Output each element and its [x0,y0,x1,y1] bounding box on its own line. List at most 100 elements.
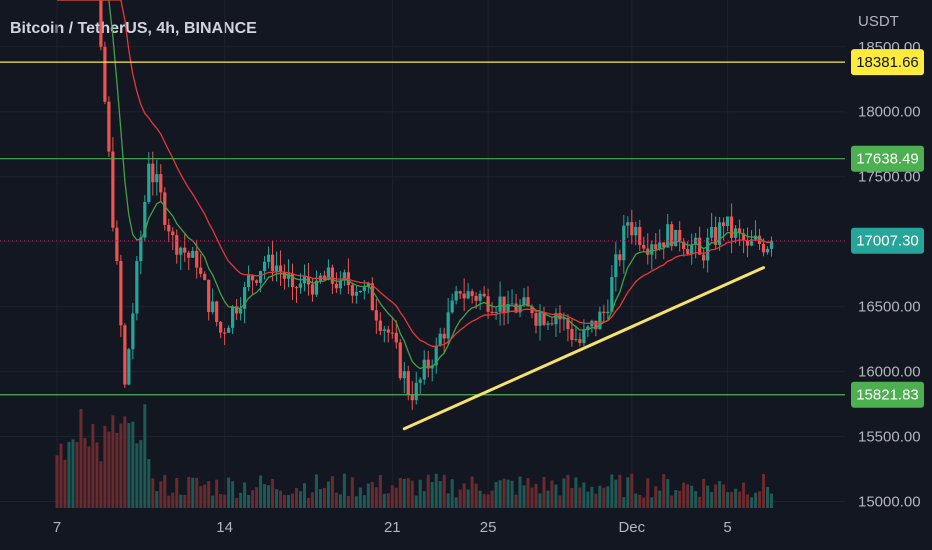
candle-body [642,244,646,249]
volume-bar [223,494,227,508]
x-tick-label: 25 [480,519,497,536]
candle-body [422,359,426,380]
volume-bar [394,487,398,508]
candle-body [179,247,183,255]
candle-body [159,174,163,193]
candle-body [726,216,730,227]
candle-body [538,312,542,326]
volume-bar [454,497,458,508]
candle-body [658,242,662,250]
candle-body [526,297,530,307]
x-tick-label: 14 [216,519,233,536]
x-tick-label: 7 [53,519,61,536]
volume-bar [227,477,231,508]
volume-bar [135,443,139,508]
volume-bar [602,487,606,508]
volume-bar [742,482,746,508]
volume-bar [115,432,119,508]
candle-body [135,261,139,314]
candle-body [223,332,227,334]
candle-body [562,318,566,320]
volume-bar [682,482,686,508]
candle-body [570,329,574,341]
candle-body [462,293,466,299]
volume-bar [538,493,542,508]
volume-bar [754,492,758,508]
volume-bar [734,488,738,508]
candle-body [183,247,187,253]
candle-body [139,237,143,262]
volume-bar [306,497,310,508]
volume-bar [310,492,314,508]
volume-bar [75,441,79,508]
candle-body [290,273,295,288]
candle-body [235,306,239,314]
y-tick-label: 16000.00 [858,364,921,381]
candle-body [354,292,358,296]
volume-bar [494,481,498,508]
candle-body [250,275,255,281]
candle-body [115,227,119,261]
volume-bar [674,490,678,508]
candle-body [454,291,458,301]
candle-body [554,313,558,325]
volume-bar [330,476,334,508]
candle-body [678,229,682,242]
axis-currency-label: USDT [858,13,899,30]
volume-bar [131,421,135,508]
volume-bar [422,491,426,508]
volume-bar [63,459,67,508]
volume-bar [694,491,698,508]
candle-body [171,231,175,236]
volume-bar [179,494,183,508]
volume-bar [658,490,662,508]
volume-bar [594,493,598,508]
candle-body [219,321,223,333]
candle-body [254,280,259,283]
candle-body [203,273,207,280]
candle-body [749,239,754,246]
candle-body [266,254,271,262]
volume-bar [770,493,774,508]
candle-body [638,226,642,245]
candle-body [286,273,291,279]
candle-body [326,267,331,280]
candle-body [358,290,362,293]
volume-bar [410,480,414,508]
volume-bar [638,494,642,508]
volume-bar [430,482,434,508]
volume-bar [203,484,207,508]
candle-body [330,267,335,284]
candle-body [729,216,734,238]
volume-bar [434,473,438,508]
candle-body [761,244,766,253]
candle-body [243,287,247,309]
candle-body [518,304,522,313]
candle-body [350,285,354,296]
candle-body [231,306,235,328]
volume-bar [326,481,330,508]
volume-bar [762,473,766,508]
volume-bar [362,495,366,508]
volume-bar [442,474,446,508]
volume-bar [558,495,562,508]
volume-bar [570,487,574,508]
volume-bar [151,478,155,508]
volume-bar [466,489,470,508]
volume-bar [542,477,546,508]
volume-bar [87,446,91,508]
candle-body [666,224,670,248]
volume-bar [686,484,690,508]
volume-bar [255,487,259,508]
volume-bar [71,439,75,508]
candle-body [282,272,287,279]
volume-bar [55,455,59,508]
volume-bars [55,404,774,508]
candle-body [147,163,151,202]
volume-bar [107,431,111,508]
volume-bar [758,491,762,508]
volume-bar [346,495,350,508]
candle-body [398,342,402,379]
candle-body [302,276,307,284]
